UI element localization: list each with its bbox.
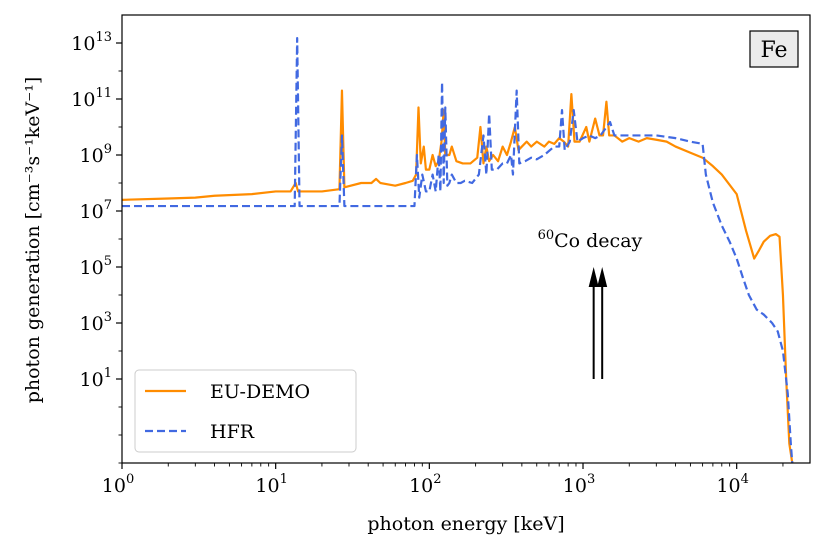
decay-label: 60Co decay xyxy=(538,228,643,252)
legend-label-eu-demo: EU-DEMO xyxy=(210,381,310,403)
y-tick-label: 1011 xyxy=(71,86,112,111)
y-tick-label: 101 xyxy=(80,366,112,391)
annotation-layer: 60Co decay xyxy=(538,228,643,379)
x-tick-label: 103 xyxy=(563,472,595,497)
y-tick-label: 1013 xyxy=(71,30,112,55)
y-tick-label: 109 xyxy=(80,142,112,167)
y-tick-label: 107 xyxy=(80,198,112,223)
x-tick-label: 104 xyxy=(716,472,748,497)
x-tick-label: 101 xyxy=(255,472,287,497)
y-axis-label: photon generation [cm⁻³s⁻¹keV⁻¹] xyxy=(22,77,44,404)
y-tick-label: 103 xyxy=(80,310,112,335)
legend: EU-DEMO HFR xyxy=(135,370,356,452)
legend-label-hfr: HFR xyxy=(210,421,255,443)
decay-arrow-head xyxy=(597,267,607,287)
x-tick-label: 102 xyxy=(409,472,441,497)
x-tick-label: 100 xyxy=(102,472,134,497)
y-tick-label: 105 xyxy=(80,254,112,279)
material-label-box: Fe xyxy=(750,31,798,67)
y-axis: 101 103 105 107 109 1011 1013 xyxy=(71,30,122,463)
decay-arrow-head xyxy=(589,267,599,287)
material-label: Fe xyxy=(760,38,787,63)
x-axis-label: photon energy [keV] xyxy=(367,513,564,535)
x-axis: 100 101 102 103 104 xyxy=(102,463,783,497)
